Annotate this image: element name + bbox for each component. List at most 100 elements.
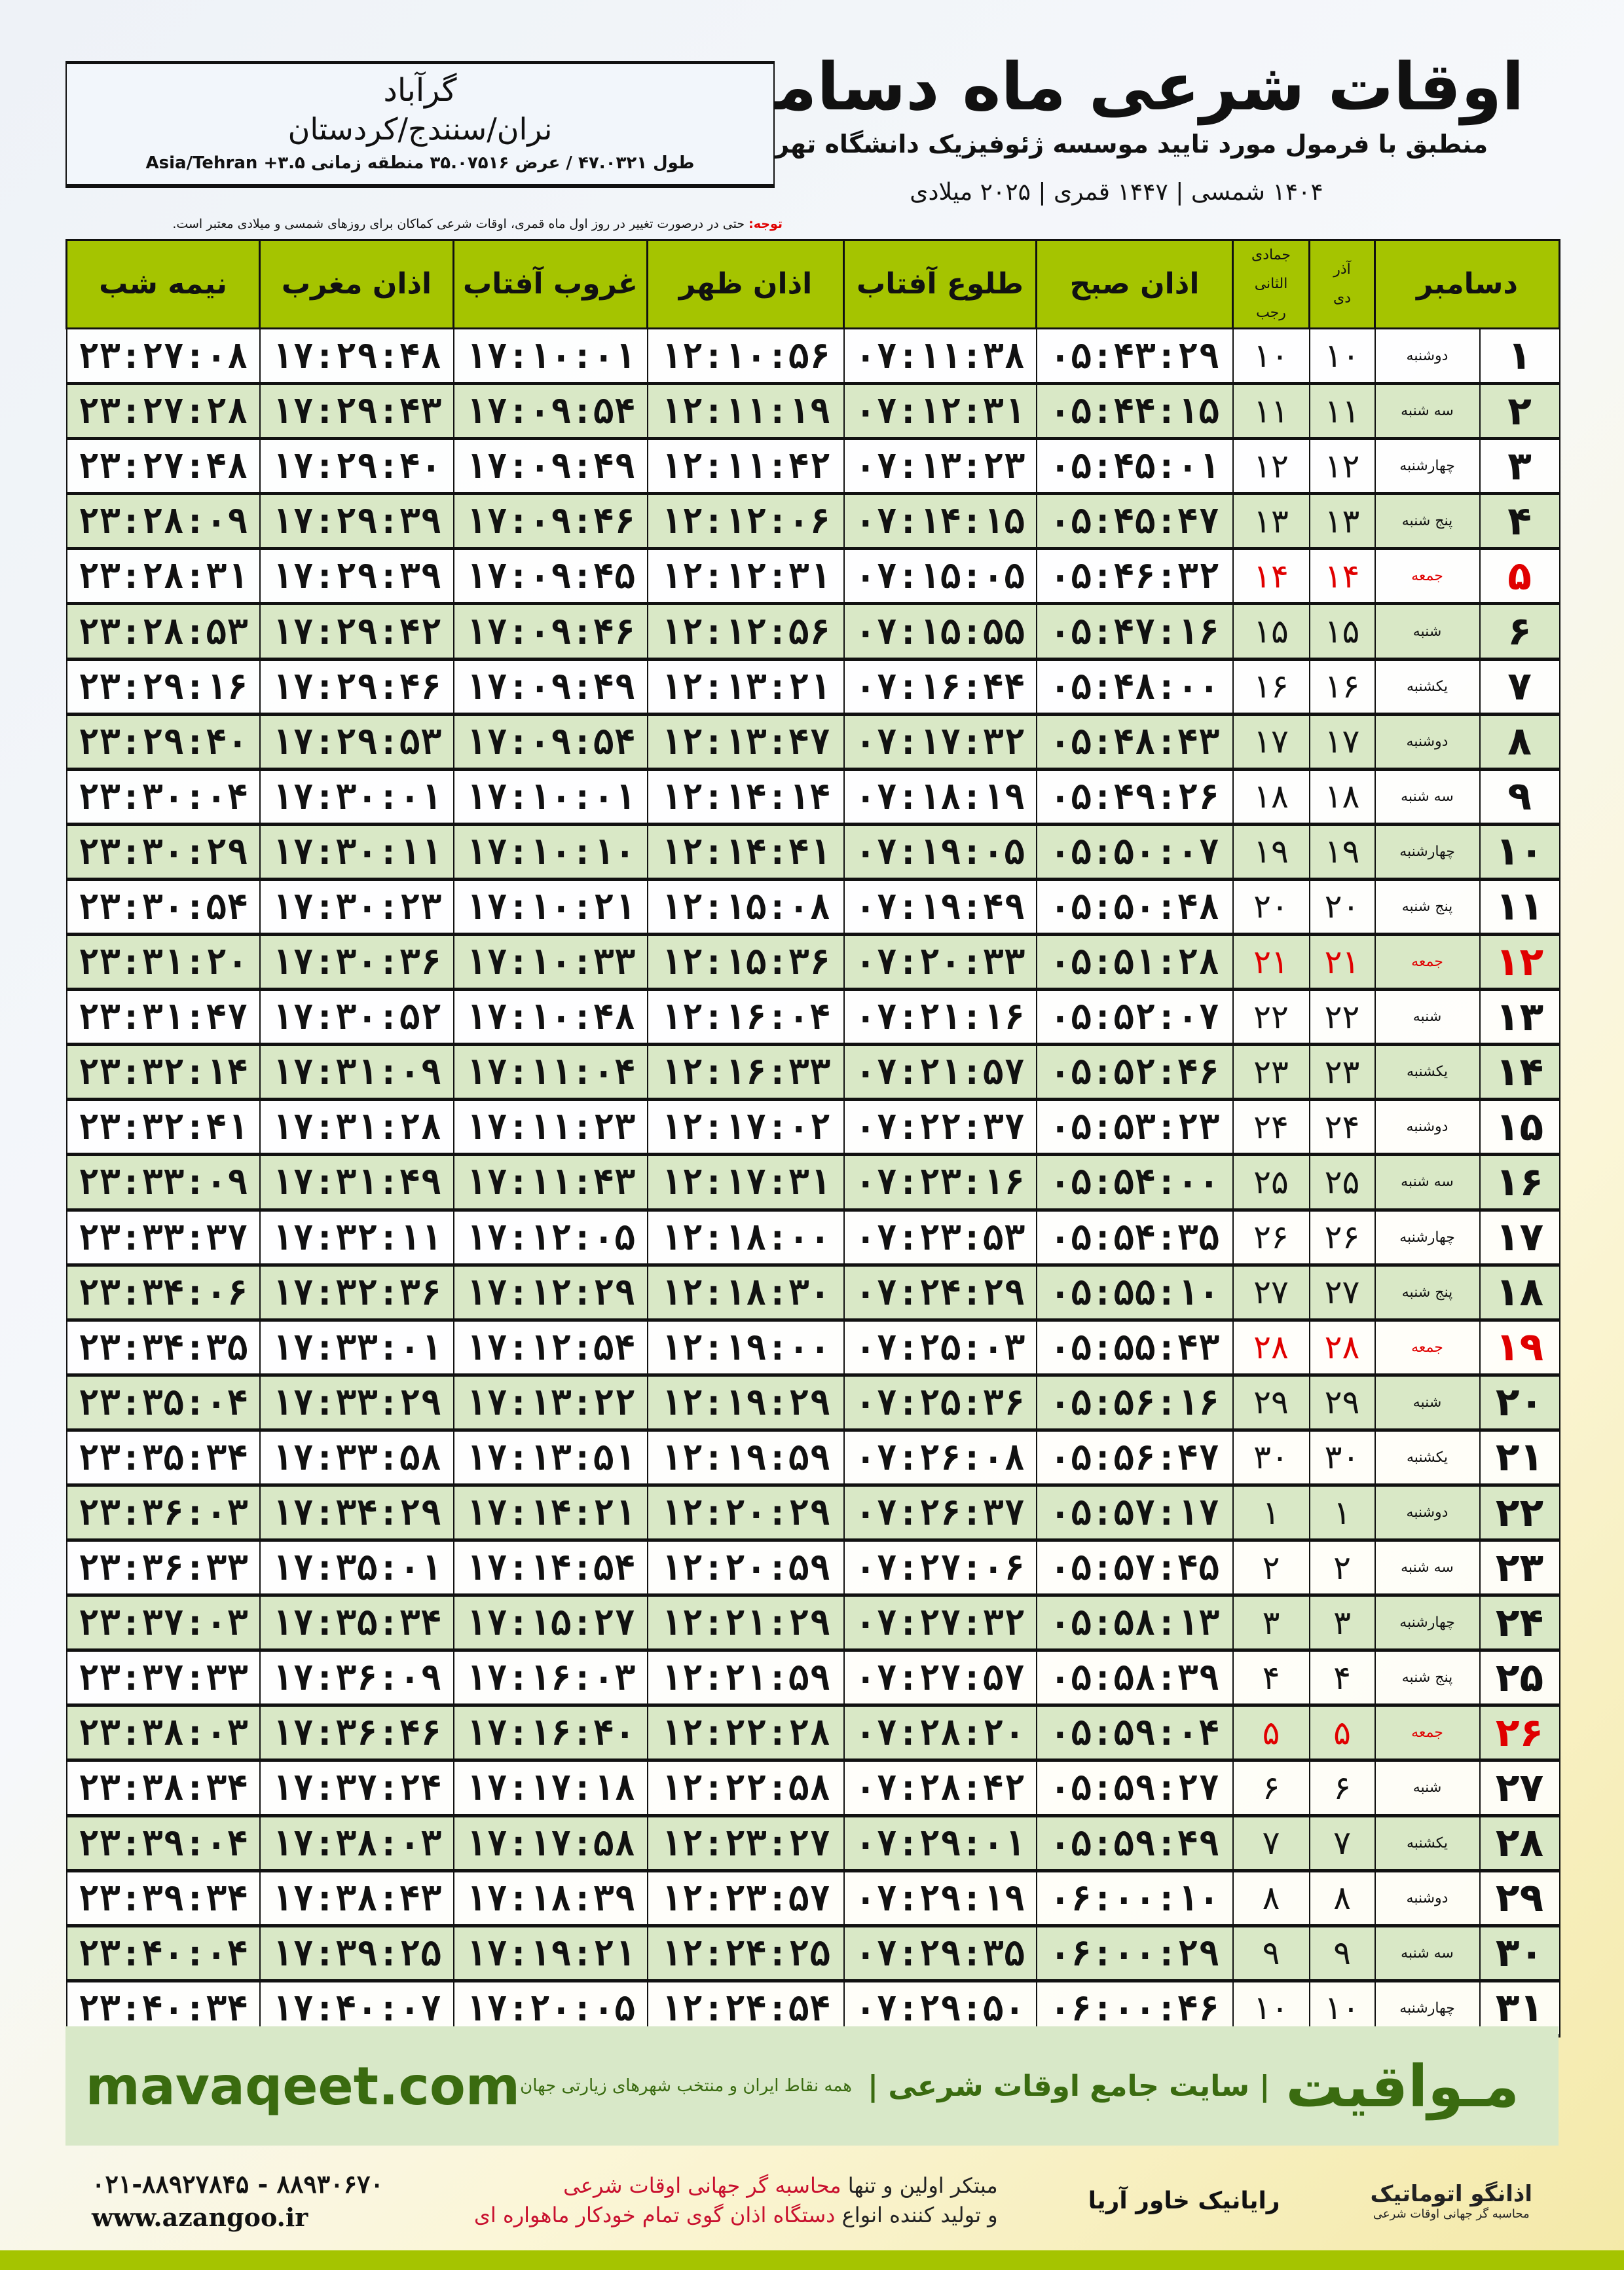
lunar-day: ۵: [1232, 1704, 1310, 1762]
sunset-time: ۱۷:۱۳:۵۱: [452, 1429, 648, 1487]
lunar-day: ۲۲: [1232, 988, 1310, 1047]
table-row: ۲۸ یکشنبه ۷ ۷ ۰۵:۵۹:۴۹ ۰۷:۲۹:۰۱ ۱۲:۲۳:۲۷ ۱۷:۱۷:…: [65, 1815, 1560, 1872]
sunset-time: ۱۷:۱۰:۱۰: [452, 823, 648, 881]
header-maghrib: اذان مغرب: [259, 239, 454, 329]
slogan-line1b: محاسبه گر جهانی اوقات شرعی: [563, 2173, 841, 2199]
day-number: ۱۳: [1479, 988, 1560, 1047]
table-row: ۱۲ جمعه ۲۱ ۲۱ ۰۵:۵۱:۲۸ ۰۷:۲۰:۳۳ ۱۲:۱۵:۳۶ ۱۷:۱۰:…: [65, 933, 1560, 992]
sunset-time: ۱۷:۰۹:۴۶: [452, 493, 648, 551]
sunrise-time: ۰۷:۱۹:۰۵: [843, 823, 1037, 881]
mavaqeet-link[interactable]: mavaqeet.com: [85, 2055, 521, 2117]
azangoo-logo: اذانگو اتوماتیک محاسبه گر جهانی اوقات شرع…: [1371, 2181, 1532, 2221]
solar-day: ۲۹: [1308, 1374, 1376, 1432]
solar-day: ۸: [1308, 1870, 1376, 1927]
weekday: شنبه: [1374, 603, 1481, 661]
lunar-day: ۲۴: [1232, 1098, 1310, 1157]
dhuhr-time: ۱۲:۲۰:۲۹: [646, 1484, 845, 1542]
phone-numbers: ۰۲۱-۸۸۹۲۷۸۴۵ - ۸۸۹۳۰۶۷۰: [92, 2168, 384, 2199]
day-number: ۱۱: [1479, 878, 1560, 937]
maghrib-time: ۱۷:۲۹:۵۳: [259, 713, 454, 771]
solar-day: ۶: [1308, 1759, 1376, 1817]
lunar-day: ۱۷: [1232, 713, 1310, 771]
midnight-time: ۲۳:۳۳:۰۹: [65, 1153, 261, 1212]
dhuhr-time: ۱۲:۱۶:۰۴: [646, 988, 845, 1047]
lunar-day: ۲۹: [1232, 1374, 1310, 1432]
day-number: ۲۵: [1479, 1649, 1560, 1707]
fajr-time: ۰۵:۴۶:۳۲: [1035, 548, 1234, 606]
midnight-time: ۲۳:۲۷:۰۸: [65, 327, 261, 386]
midnight-time: ۲۳:۲۷:۴۸: [65, 437, 261, 496]
dhuhr-time: ۱۲:۱۴:۴۱: [646, 823, 845, 881]
solar-day: ۱۵: [1308, 603, 1376, 661]
coordinates: طول ۴۷.۰۳۲۱ / عرض ۳۵.۰۷۵۱۶ منطقه زمانی ۳…: [145, 153, 695, 173]
day-number: ۱۶: [1479, 1153, 1560, 1212]
dhuhr-time: ۱۲:۱۲:۰۶: [646, 493, 845, 551]
weekday: دوشنبه: [1374, 1484, 1481, 1542]
day-number: ۹: [1479, 768, 1560, 826]
fajr-time: ۰۵:۵۰:۰۷: [1035, 823, 1234, 881]
maghrib-time: ۱۷:۲۹:۴۸: [259, 327, 454, 386]
lunar-day: ۱۵: [1232, 603, 1310, 661]
sunrise-time: ۰۷:۲۰:۳۳: [843, 933, 1037, 992]
weekday: جمعه: [1374, 1319, 1481, 1377]
day-number: ۳۰: [1479, 1925, 1560, 1982]
sunrise-time: ۰۷:۲۶:۰۸: [843, 1429, 1037, 1487]
dhuhr-time: ۱۲:۱۹:۲۹: [646, 1374, 845, 1432]
fajr-time: ۰۵:۵۴:۰۰: [1035, 1153, 1234, 1212]
dhuhr-time: ۱۲:۱۷:۰۲: [646, 1098, 845, 1157]
table-header-row: دسامبر آذر دی جمادی الثانی رجب اذان صبح طل…: [65, 239, 1561, 329]
azangoo-link[interactable]: www.azangoo.ir: [92, 2203, 308, 2232]
mavaqeet-banner: مـواقیت | سایت جامع اوقات شرعی | همه نقا…: [65, 2026, 1559, 2146]
solar-day: ۹: [1308, 1925, 1376, 1982]
lunar-day: ۲۰: [1232, 878, 1310, 937]
weekday: چهارشنبه: [1374, 1594, 1481, 1652]
dhuhr-time: ۱۲:۱۱:۱۹: [646, 382, 845, 441]
solar-day: ۲۲: [1308, 988, 1376, 1047]
table-row: ۹ سه شنبه ۱۸ ۱۸ ۰۵:۴۹:۲۶ ۰۷:۱۸:۱۹ ۱۲:۱۴:۱۴ ۱۷:۱…: [65, 768, 1560, 826]
midnight-time: ۲۳:۳۳:۳۷: [65, 1208, 261, 1267]
day-number: ۸: [1479, 713, 1560, 771]
fajr-time: ۰۵:۵۹:۴۹: [1035, 1815, 1234, 1872]
table-row: ۱۴ یکشنبه ۲۳ ۲۳ ۰۵:۵۲:۴۶ ۰۷:۲۱:۵۷ ۱۲:۱۶:۳۳ ۱۷:۱…: [65, 1043, 1560, 1102]
fajr-time: ۰۵:۵۳:۲۳: [1035, 1098, 1234, 1157]
day-number: ۲۴: [1479, 1594, 1560, 1652]
maghrib-time: ۱۷:۳۹:۲۵: [259, 1925, 454, 1982]
dhuhr-time: ۱۲:۲۳:۵۷: [646, 1870, 845, 1927]
maghrib-time: ۱۷:۳۳:۲۹: [259, 1374, 454, 1432]
weekday: شنبه: [1374, 1374, 1481, 1432]
table-row: ۲۵ پنج شنبه ۴ ۴ ۰۵:۵۸:۳۹ ۰۷:۲۷:۵۷ ۱۲:۲۱:۵۹ ۱۷:۱…: [65, 1649, 1560, 1707]
day-number: ۱۲: [1479, 933, 1560, 992]
location-box: گرآباد نران/سنندج/کردستان طول ۴۷.۰۳۲۱ / …: [65, 61, 775, 188]
maghrib-time: ۱۷:۲۹:۴۶: [259, 658, 454, 716]
fajr-time: ۰۵:۴۵:۰۱: [1035, 437, 1234, 496]
sunrise-time: ۰۷:۱۲:۳۱: [843, 382, 1037, 441]
weekday: جمعه: [1374, 548, 1481, 606]
midnight-time: ۲۳:۳۹:۳۴: [65, 1870, 261, 1927]
lunar-day: ۲۵: [1232, 1153, 1310, 1212]
lunar-day: ۱۱: [1232, 382, 1310, 441]
table-row: ۱ دوشنبه ۱۰ ۱۰ ۰۵:۴۳:۲۹ ۰۷:۱۱:۳۸ ۱۲:۱۰:۵۶ ۱۷:۱۰…: [65, 327, 1560, 386]
fajr-time: ۰۵:۴۹:۲۶: [1035, 768, 1234, 826]
slogan-line1a: مبتکر اولین و تنها: [841, 2173, 998, 2199]
table-row: ۱۳ شنبه ۲۲ ۲۲ ۰۵:۵۲:۰۷ ۰۷:۲۱:۱۶ ۱۲:۱۶:۰۴ ۱۷:۱۰:…: [65, 988, 1560, 1047]
solar-day: ۲۳: [1308, 1043, 1376, 1102]
fajr-time: ۰۵:۴۳:۲۹: [1035, 327, 1234, 386]
maghrib-time: ۱۷:۳۱:۰۹: [259, 1043, 454, 1102]
sunset-time: ۱۷:۱۴:۲۱: [452, 1484, 648, 1542]
midnight-time: ۲۳:۳۱:۲۰: [65, 933, 261, 992]
day-number: ۲۱: [1479, 1429, 1560, 1487]
table-row: ۶ شنبه ۱۵ ۱۵ ۰۵:۴۷:۱۶ ۰۷:۱۵:۵۵ ۱۲:۱۲:۵۶ ۱۷:۰۹:۴…: [65, 603, 1560, 661]
dhuhr-time: ۱۲:۱۲:۵۶: [646, 603, 845, 661]
sunset-time: ۱۷:۱۷:۵۸: [452, 1815, 648, 1872]
table-row: ۲۳ سه شنبه ۲ ۲ ۰۵:۵۷:۴۵ ۰۷:۲۷:۰۶ ۱۲:۲۰:۵۹ ۱۷:۱۴…: [65, 1539, 1560, 1597]
dhuhr-time: ۱۲:۱۳:۴۷: [646, 713, 845, 771]
weekday: چهارشنبه: [1374, 437, 1481, 496]
slogan: مبتکر اولین و تنها محاسبه گر جهانی اوقات…: [474, 2171, 998, 2230]
solar-day: ۱۸: [1308, 768, 1376, 826]
sunset-time: ۱۷:۱۰:۰۱: [452, 768, 648, 826]
sunset-time: ۱۷:۱۰:۳۳: [452, 933, 648, 992]
sunrise-time: ۰۷:۱۳:۲۳: [843, 437, 1037, 496]
maghrib-time: ۱۷:۳۲:۳۶: [259, 1264, 454, 1322]
table-row: ۱۷ چهارشنبه ۲۶ ۲۶ ۰۵:۵۴:۳۵ ۰۷:۲۳:۵۳ ۱۲:۱۸:۰۰ ۱۷…: [65, 1208, 1560, 1267]
lunar-day: ۲۷: [1232, 1264, 1310, 1322]
